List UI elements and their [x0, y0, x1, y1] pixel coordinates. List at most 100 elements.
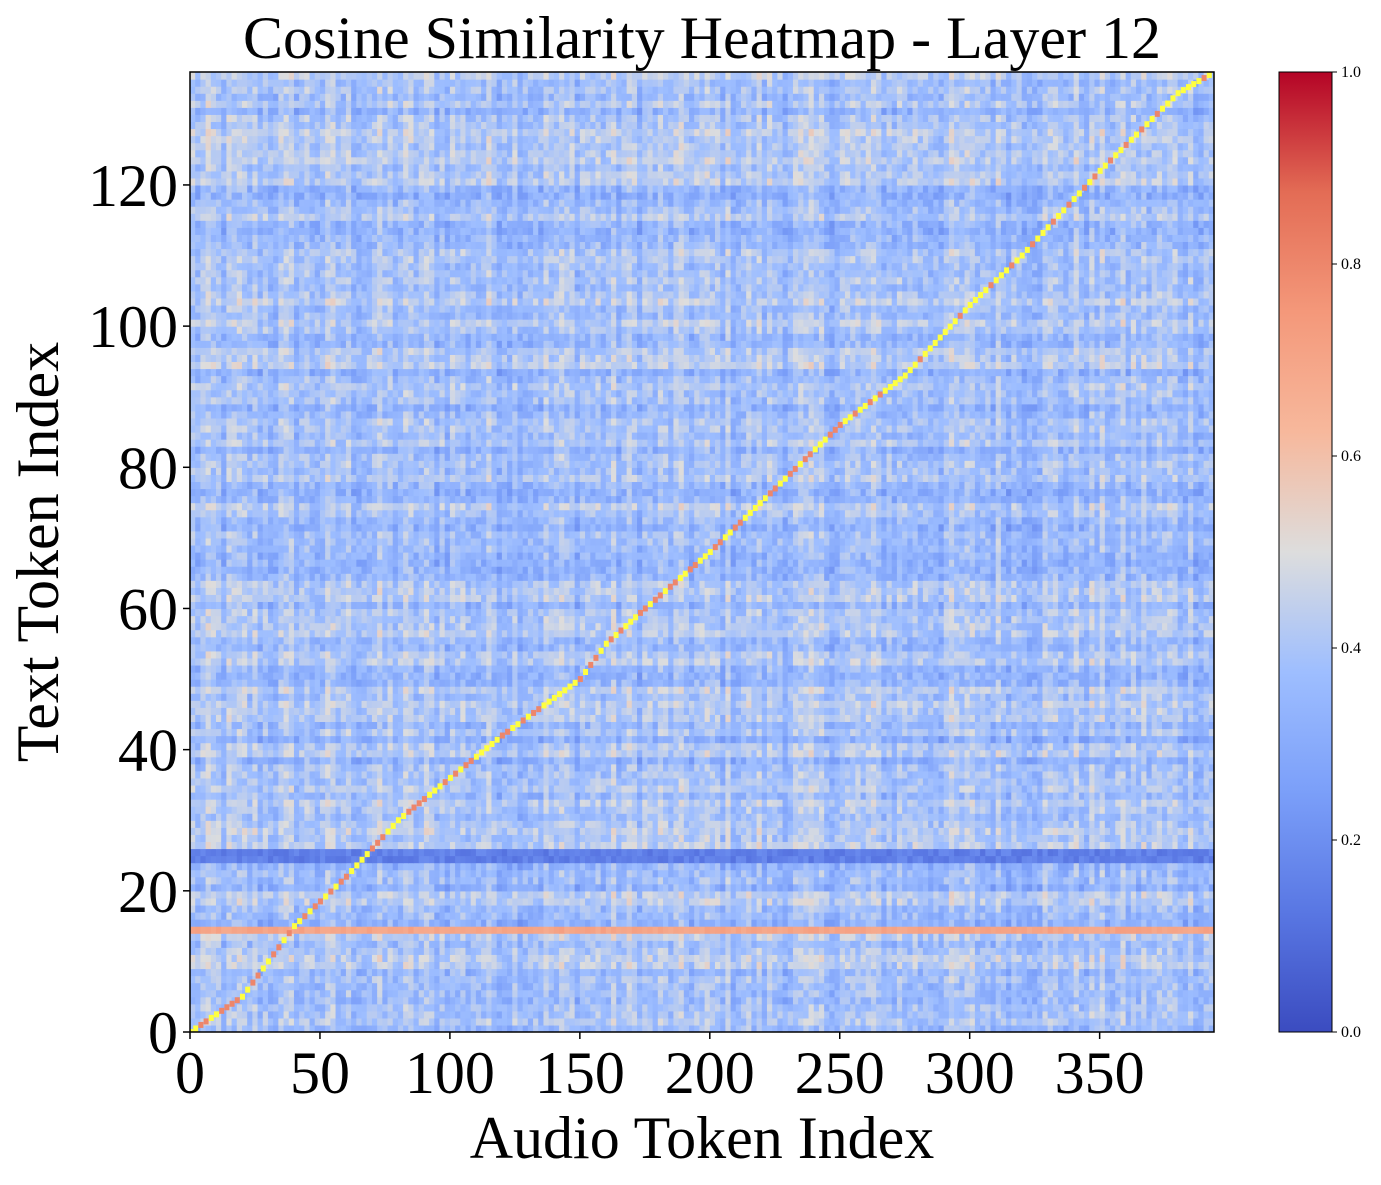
heatmap-cell — [517, 989, 524, 998]
heatmap-cell — [1094, 989, 1101, 998]
heatmap-cell — [912, 919, 919, 927]
heatmap-cell — [496, 989, 503, 998]
heatmap-cell — [1011, 982, 1018, 991]
heatmap-cell — [954, 968, 960, 977]
heatmap-cell — [1172, 1017, 1179, 1026]
heatmap-cell — [413, 855, 420, 864]
heatmap-cell — [917, 869, 924, 878]
heatmap-cell — [1037, 883, 1044, 892]
heatmap-cell — [813, 1003, 820, 1012]
heatmap-cell — [1182, 897, 1189, 906]
heatmap-cell — [1141, 869, 1148, 878]
heatmap-cell — [829, 1010, 836, 1019]
heatmap-cell — [850, 982, 856, 991]
heatmap-cell — [730, 954, 737, 963]
heatmap-cell — [1037, 989, 1044, 998]
heatmap-cell — [902, 1003, 908, 1012]
heatmap-cell — [1198, 940, 1205, 948]
heatmap-cell — [439, 940, 446, 948]
heatmap-cell — [709, 968, 716, 977]
heatmap-cell — [231, 919, 238, 927]
heatmap-cell — [1188, 904, 1194, 913]
heatmap-cell — [637, 933, 643, 941]
heatmap-cell — [616, 954, 623, 963]
heatmap-cell — [387, 855, 394, 864]
heatmap-cell — [938, 982, 945, 991]
heatmap-cell — [273, 989, 279, 998]
heatmap-cell — [361, 947, 368, 955]
heatmap-cell — [699, 855, 706, 864]
heatmap-cell — [288, 996, 295, 1005]
heatmap-cell — [319, 954, 326, 963]
heatmap-cell — [803, 947, 810, 955]
heatmap-cell — [455, 1017, 461, 1026]
heatmap-cell — [605, 883, 612, 892]
heatmap-cell — [522, 1003, 529, 1012]
heatmap-cell — [314, 982, 321, 991]
heatmap-cell — [470, 1017, 477, 1026]
heatmap-cell — [704, 1024, 711, 1032]
heatmap-cell — [273, 890, 279, 899]
heatmap-cell — [1078, 855, 1085, 864]
heatmap-cell — [959, 876, 966, 885]
heatmap-cell — [860, 883, 867, 892]
heatmap-cell — [1167, 890, 1174, 899]
heatmap-cell — [574, 919, 581, 927]
heatmap-cell — [423, 855, 430, 864]
heatmap-cell — [460, 940, 467, 948]
heatmap-cell — [782, 1024, 789, 1032]
heatmap-cell — [569, 869, 576, 878]
heatmap-cell — [1094, 961, 1101, 970]
heatmap-cell — [1068, 933, 1075, 941]
heatmap-cell — [247, 961, 253, 970]
heatmap-cell — [1151, 940, 1158, 948]
heatmap-cell — [964, 904, 971, 913]
heatmap-cell — [559, 947, 565, 955]
heatmap-cell — [1047, 876, 1054, 885]
heatmap-cell — [527, 1003, 534, 1012]
heatmap-cell — [569, 989, 576, 998]
heatmap-cell — [772, 1024, 778, 1032]
heatmap-cell — [579, 975, 586, 984]
heatmap-cell — [626, 982, 633, 991]
heatmap-cell — [413, 989, 420, 998]
heatmap-cell — [891, 989, 898, 998]
heatmap-cell — [1006, 926, 1012, 934]
heatmap-cell — [434, 876, 441, 885]
heatmap-cell — [720, 904, 726, 913]
heatmap-cell — [418, 954, 425, 963]
heatmap-cell — [267, 933, 274, 941]
heatmap-cell — [548, 1010, 555, 1019]
heatmap-cell — [299, 904, 305, 913]
heatmap-cell — [834, 961, 841, 970]
heatmap-cell — [600, 947, 607, 955]
heatmap-cell — [538, 933, 545, 941]
heatmap-cell — [460, 904, 467, 913]
heatmap-cell — [267, 975, 274, 984]
heatmap-cell — [922, 855, 929, 864]
heatmap-cell — [195, 940, 201, 948]
heatmap-cell — [1063, 876, 1070, 885]
heatmap-cell — [283, 848, 290, 857]
heatmap-cell — [257, 1003, 264, 1012]
heatmap-cell — [824, 926, 830, 934]
heatmap-cell — [543, 890, 550, 899]
heatmap-cell — [231, 862, 238, 871]
heatmap-cell — [756, 1024, 763, 1032]
heatmap-cell — [689, 876, 695, 885]
heatmap-cell — [782, 982, 789, 991]
heatmap-cell — [221, 954, 227, 963]
heatmap-cell — [720, 1003, 726, 1012]
heatmap-cell — [361, 1017, 368, 1026]
heatmap-cell — [886, 954, 893, 963]
heatmap-cell — [1203, 968, 1210, 977]
heatmap-cell — [808, 855, 815, 864]
heatmap-cell — [496, 855, 503, 864]
heatmap-cell — [844, 989, 851, 998]
heatmap-cell — [278, 975, 285, 984]
heatmap-cell — [486, 996, 493, 1005]
heatmap-cell — [548, 926, 555, 934]
heatmap-cell — [444, 876, 451, 885]
heatmap-cell — [1182, 904, 1189, 913]
heatmap-cell — [990, 1017, 997, 1026]
